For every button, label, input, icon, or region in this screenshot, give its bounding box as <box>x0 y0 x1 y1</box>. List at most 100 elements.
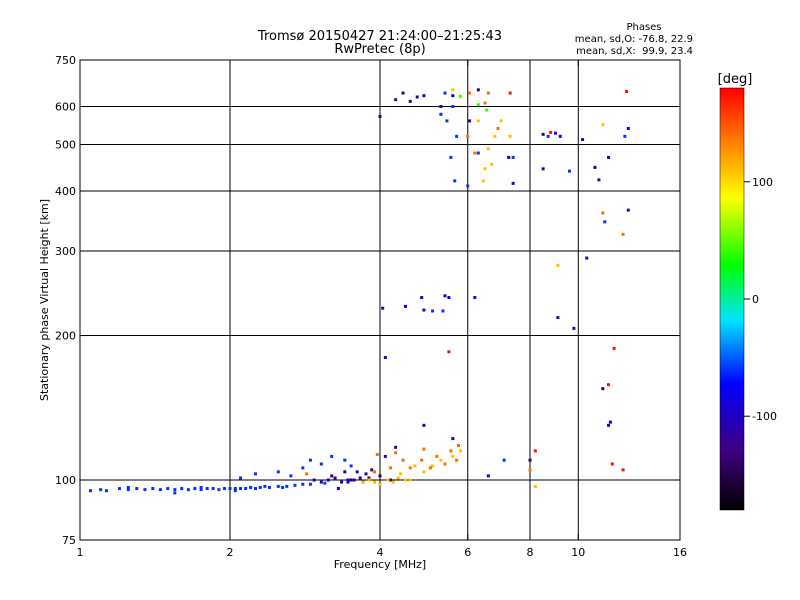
data-point <box>253 487 257 491</box>
data-point <box>373 470 377 474</box>
data-point <box>458 449 462 453</box>
data-point <box>508 134 512 138</box>
data-point <box>401 458 405 462</box>
data-point <box>597 178 601 182</box>
data-point <box>486 474 490 478</box>
data-point <box>443 462 447 466</box>
data-point <box>468 91 472 95</box>
data-point <box>205 487 209 491</box>
data-point <box>396 476 400 480</box>
data-point <box>276 484 280 488</box>
data-point <box>422 94 426 98</box>
data-point <box>567 169 571 173</box>
data-point <box>607 155 611 159</box>
data-point <box>447 350 451 354</box>
data-point <box>601 123 605 127</box>
data-point <box>447 296 451 300</box>
data-point <box>541 132 545 136</box>
data-point <box>511 181 515 185</box>
data-point <box>490 162 494 166</box>
data-point <box>349 478 353 482</box>
data-point <box>593 165 597 169</box>
data-point <box>346 478 350 482</box>
data-point <box>422 470 426 474</box>
data-point <box>258 485 262 489</box>
y-tick-label: 500 <box>55 139 76 152</box>
data-point <box>391 480 395 484</box>
chart-subtitle: RwPretec (8p) <box>334 42 425 57</box>
data-point <box>340 480 344 484</box>
colorbar-tick-label: 0 <box>752 293 759 306</box>
data-point <box>389 466 393 470</box>
data-point <box>408 478 412 482</box>
data-point <box>420 296 424 300</box>
data-point <box>319 480 323 484</box>
y-tick-label: 100 <box>55 474 76 487</box>
data-point <box>441 309 445 313</box>
y-tick-label: 400 <box>55 185 76 198</box>
data-point <box>233 487 237 491</box>
data-point <box>451 105 455 109</box>
grid <box>80 60 680 540</box>
data-point <box>343 470 347 474</box>
data-point <box>312 478 316 482</box>
data-point <box>439 105 443 109</box>
data-point <box>428 466 432 470</box>
data-point <box>399 472 403 476</box>
data-point <box>308 482 312 486</box>
data-point <box>585 256 589 260</box>
data-point <box>556 263 560 267</box>
data-point <box>608 420 612 424</box>
data-point <box>466 134 470 138</box>
stats-line-x: mean, sd,X: 99.9, 23.4 <box>576 46 693 57</box>
data-point <box>193 487 197 491</box>
data-point <box>305 472 309 476</box>
data-point <box>556 316 560 320</box>
data-point <box>439 112 443 116</box>
y-tick-label: 750 <box>55 54 76 67</box>
data-point <box>358 476 362 480</box>
data-point <box>199 488 203 492</box>
data-point <box>473 151 477 155</box>
x-tick-label: 6 <box>464 546 471 559</box>
data-point <box>449 155 453 159</box>
data-point <box>239 476 243 480</box>
data-point <box>135 487 139 491</box>
data-point <box>508 91 512 95</box>
y-tick-label: 600 <box>55 101 76 114</box>
data-point <box>623 134 627 138</box>
data-point <box>581 138 585 142</box>
data-point <box>476 103 480 107</box>
data-point <box>367 478 371 482</box>
data-point <box>403 304 407 308</box>
data-point <box>601 387 605 391</box>
data-point <box>422 423 426 427</box>
x-tick-label: 1 <box>77 546 84 559</box>
data-point <box>443 294 447 298</box>
data-point <box>375 453 379 457</box>
data-point <box>481 179 485 183</box>
x-tick-label: 10 <box>571 546 585 559</box>
data-point <box>186 488 190 492</box>
stats-heading: Phases <box>626 22 661 33</box>
data-point <box>435 454 439 458</box>
chart-title: Tromsø 20150427 21:24:00–21:25:43 <box>257 29 502 44</box>
colorbar-tick-label: 100 <box>752 176 773 189</box>
x-axis-label: Frequency [MHz] <box>334 558 426 571</box>
data-point <box>126 485 130 489</box>
colorbar <box>719 87 745 511</box>
data-point <box>572 326 576 330</box>
data-point <box>180 487 184 491</box>
data-point <box>485 108 489 112</box>
data-point <box>104 489 108 493</box>
y-axis-label: Stationary phase Virtual Height [km] <box>38 199 51 401</box>
data-point <box>408 466 412 470</box>
data-point <box>451 454 455 458</box>
data-point <box>323 481 327 485</box>
data-point <box>455 458 459 462</box>
data-point <box>528 468 532 472</box>
data-point <box>378 114 382 118</box>
axis-ticks: 1 2 4 6 8 10 16 75 100 200 300 400 500 600 750 <box>55 54 687 559</box>
data-point <box>553 131 557 135</box>
data-point <box>285 484 289 488</box>
